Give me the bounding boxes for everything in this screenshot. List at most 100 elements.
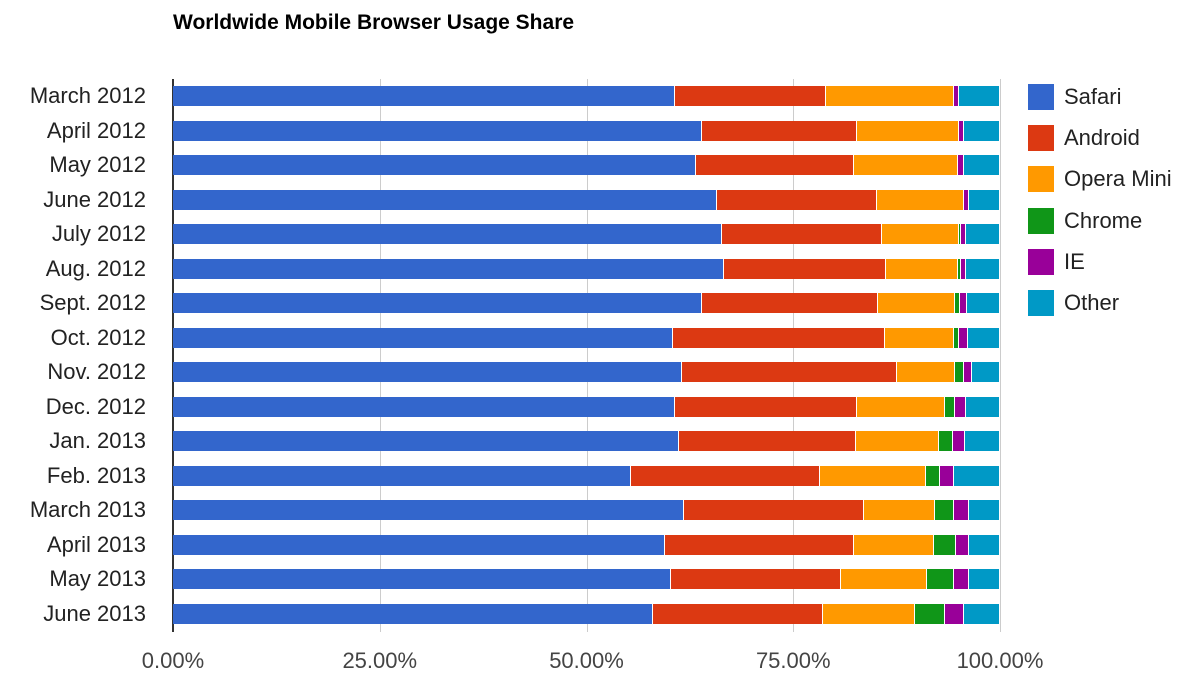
bar-segment-android[interactable] bbox=[702, 293, 878, 313]
bar-segment-chrome[interactable] bbox=[933, 534, 957, 555]
bar-segment-safari[interactable] bbox=[173, 120, 703, 141]
bar-segment-other[interactable] bbox=[967, 327, 1000, 348]
bar-segment-other[interactable] bbox=[965, 431, 1000, 451]
bar-segment-ie[interactable] bbox=[956, 534, 970, 555]
bar-segment-ie[interactable] bbox=[963, 189, 969, 210]
bar-segment-safari[interactable] bbox=[173, 258, 724, 279]
bar-segment-chrome[interactable] bbox=[935, 500, 955, 520]
bar-segment-chrome[interactable] bbox=[925, 465, 941, 486]
bar-segment-ie[interactable] bbox=[958, 120, 964, 141]
bar-segment-other[interactable] bbox=[969, 534, 1000, 555]
bar-segment-ie[interactable] bbox=[945, 603, 965, 624]
bar-segment-opera-mini[interactable] bbox=[856, 396, 945, 417]
bar-segment-other[interactable] bbox=[963, 120, 1000, 141]
bar-segment-other[interactable] bbox=[971, 362, 1000, 382]
bar-segment-ie[interactable] bbox=[954, 500, 970, 520]
bar-segment-android[interactable] bbox=[722, 224, 882, 244]
bar-segment-opera-mini[interactable] bbox=[864, 500, 936, 520]
bar-segment-android[interactable] bbox=[670, 569, 842, 589]
bar-segment-opera-mini[interactable] bbox=[885, 327, 954, 348]
bar-segment-chrome[interactable] bbox=[953, 327, 959, 348]
bar-segment-ie[interactable] bbox=[961, 224, 967, 244]
bar-segment-safari[interactable] bbox=[173, 534, 666, 555]
stacked-bar[interactable] bbox=[173, 362, 1000, 382]
bar-segment-ie[interactable] bbox=[963, 362, 972, 382]
bar-segment-chrome[interactable] bbox=[944, 396, 956, 417]
bar-segment-safari[interactable] bbox=[173, 465, 632, 486]
bar-segment-android[interactable] bbox=[684, 500, 865, 520]
bar-segment-opera-mini[interactable] bbox=[854, 155, 958, 175]
bar-segment-safari[interactable] bbox=[173, 224, 723, 244]
bar-segment-android[interactable] bbox=[674, 86, 827, 106]
stacked-bar[interactable] bbox=[173, 534, 1000, 555]
bar-segment-safari[interactable] bbox=[173, 155, 696, 175]
stacked-bar[interactable] bbox=[173, 431, 1000, 451]
bar-segment-other[interactable] bbox=[966, 224, 1000, 244]
bar-segment-other[interactable] bbox=[968, 189, 1000, 210]
stacked-bar[interactable] bbox=[173, 293, 1000, 313]
bar-segment-opera-mini[interactable] bbox=[877, 293, 956, 313]
bar-segment-android[interactable] bbox=[665, 534, 855, 555]
bar-segment-other[interactable] bbox=[964, 603, 1000, 624]
bar-segment-opera-mini[interactable] bbox=[881, 224, 960, 244]
bar-segment-android[interactable] bbox=[679, 431, 857, 451]
bar-segment-safari[interactable] bbox=[173, 327, 673, 348]
bar-segment-opera-mini[interactable] bbox=[854, 534, 934, 555]
bar-segment-ie[interactable] bbox=[961, 258, 967, 279]
legend-item[interactable]: Opera Mini bbox=[1028, 159, 1172, 200]
legend-item[interactable]: Android bbox=[1028, 117, 1172, 158]
bar-segment-safari[interactable] bbox=[173, 189, 718, 210]
bar-segment-chrome[interactable] bbox=[927, 569, 954, 589]
stacked-bar[interactable] bbox=[173, 396, 1000, 417]
bar-segment-other[interactable] bbox=[964, 155, 1000, 175]
stacked-bar[interactable] bbox=[173, 224, 1000, 244]
bar-segment-chrome[interactable] bbox=[954, 362, 964, 382]
legend-item[interactable]: Other bbox=[1028, 282, 1172, 323]
bar-segment-ie[interactable] bbox=[940, 465, 955, 486]
stacked-bar[interactable] bbox=[173, 258, 1000, 279]
bar-segment-android[interactable] bbox=[652, 603, 824, 624]
bar-segment-opera-mini[interactable] bbox=[876, 189, 964, 210]
bar-segment-android[interactable] bbox=[672, 327, 886, 348]
stacked-bar[interactable] bbox=[173, 86, 1000, 106]
bar-segment-ie[interactable] bbox=[952, 431, 966, 451]
bar-segment-chrome[interactable] bbox=[959, 224, 962, 244]
stacked-bar[interactable] bbox=[173, 500, 1000, 520]
bar-segment-safari[interactable] bbox=[173, 500, 685, 520]
bar-segment-android[interactable] bbox=[723, 258, 886, 279]
stacked-bar[interactable] bbox=[173, 327, 1000, 348]
bar-segment-safari[interactable] bbox=[173, 86, 675, 106]
bar-segment-ie[interactable] bbox=[957, 155, 965, 175]
legend-item[interactable]: Chrome bbox=[1028, 200, 1172, 241]
bar-segment-safari[interactable] bbox=[173, 362, 682, 382]
bar-segment-opera-mini[interactable] bbox=[841, 569, 928, 589]
bar-segment-ie[interactable] bbox=[958, 327, 968, 348]
bar-segment-chrome[interactable] bbox=[914, 603, 946, 624]
bar-segment-android[interactable] bbox=[702, 120, 857, 141]
bar-segment-safari[interactable] bbox=[173, 431, 680, 451]
bar-segment-android[interactable] bbox=[674, 396, 857, 417]
stacked-bar[interactable] bbox=[173, 603, 1000, 624]
stacked-bar[interactable] bbox=[173, 120, 1000, 141]
stacked-bar[interactable] bbox=[173, 155, 1000, 175]
legend-item[interactable]: IE bbox=[1028, 241, 1172, 282]
bar-segment-other[interactable] bbox=[966, 396, 1000, 417]
bar-segment-other[interactable] bbox=[958, 86, 1000, 106]
bar-segment-ie[interactable] bbox=[953, 569, 969, 589]
bar-segment-safari[interactable] bbox=[173, 396, 675, 417]
bar-segment-android[interactable] bbox=[681, 362, 898, 382]
bar-segment-safari[interactable] bbox=[173, 569, 671, 589]
bar-segment-other[interactable] bbox=[969, 500, 1000, 520]
bar-segment-other[interactable] bbox=[966, 258, 1000, 279]
bar-segment-other[interactable] bbox=[954, 465, 1000, 486]
bar-segment-opera-mini[interactable] bbox=[826, 86, 955, 106]
bar-segment-ie[interactable] bbox=[954, 86, 959, 106]
bar-segment-chrome[interactable] bbox=[938, 431, 953, 451]
bar-segment-opera-mini[interactable] bbox=[885, 258, 958, 279]
bar-segment-ie[interactable] bbox=[955, 396, 967, 417]
bar-segment-opera-mini[interactable] bbox=[819, 465, 926, 486]
stacked-bar[interactable] bbox=[173, 465, 1000, 486]
bar-segment-android[interactable] bbox=[717, 189, 877, 210]
bar-segment-chrome[interactable] bbox=[957, 258, 962, 279]
bar-segment-safari[interactable] bbox=[173, 603, 653, 624]
